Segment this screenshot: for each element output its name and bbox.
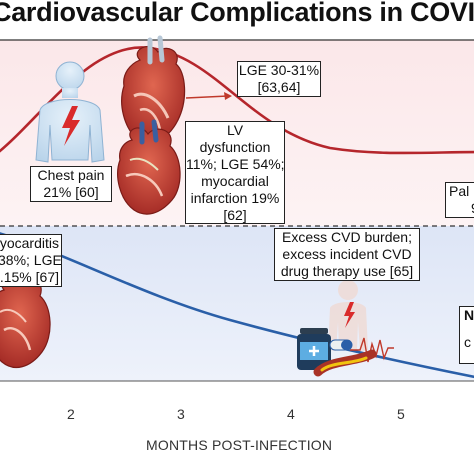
- cvd-burden-box: Excess CVD burden; excess incident CVD d…: [274, 228, 420, 281]
- right-box-line: c: [464, 334, 471, 350]
- lightning-bolt-icon: [62, 106, 80, 146]
- chest-pain-box-line: 21% [60]: [43, 184, 99, 200]
- arrow-head: [224, 92, 232, 100]
- lge-box-line: [63,64]: [257, 79, 301, 95]
- lv-box-line: 11%; LGE 54%;: [186, 156, 285, 172]
- myocarditis-box-line: 38%; LGE: [0, 252, 62, 268]
- lge-box-line: LGE 30-31%: [238, 62, 320, 78]
- human-figure-icon: [328, 280, 368, 351]
- pal-box: Pal 9: [445, 182, 474, 218]
- lge-box: LGE 30-31% [63,64]: [237, 61, 321, 97]
- lv-box-line: LV: [226, 122, 244, 138]
- x-axis-label: MONTHS POST-INFECTION: [146, 437, 333, 453]
- lv-box-line: dysfunction: [199, 139, 271, 155]
- medicine-bottle-icon: [297, 328, 331, 370]
- myocarditis-box-line: .15% [67]: [0, 269, 59, 285]
- chest-pain-box-line: Chest pain: [37, 167, 105, 183]
- x-tick: 2: [67, 406, 75, 422]
- bottom-curve: [0, 232, 474, 379]
- cvd-box-line: drug therapy use [65]: [280, 263, 414, 279]
- heart-icon: [117, 119, 181, 215]
- chest-pain-box: Chest pain 21% [60]: [30, 166, 112, 202]
- cvd-box-line: Excess CVD burden;: [282, 229, 412, 245]
- lv-dysfunction-box: LV dysfunction 11%; LGE 54%; myocardial …: [185, 121, 285, 224]
- pill-icon: [329, 339, 353, 351]
- lv-box-line: myocardial: [201, 173, 269, 189]
- pal-box-line: 9: [449, 200, 474, 217]
- lv-box-line: infarction 19%: [190, 190, 280, 206]
- myocarditis-box: yocarditis 38%; LGE .15% [67]: [0, 234, 62, 287]
- lv-box-line: [62]: [223, 207, 247, 223]
- right-box-line: N: [464, 307, 474, 323]
- x-tick: 4: [287, 406, 295, 422]
- figure-title: Cardiovascular Complications in COVID-1: [0, 0, 474, 27]
- heart-icon: [121, 35, 186, 144]
- arrow-line: [185, 95, 229, 99]
- pal-box-line: Pal: [449, 183, 470, 199]
- x-tick: 3: [177, 406, 185, 422]
- x-tick: 5: [397, 406, 405, 422]
- artery-icon: [313, 349, 377, 377]
- myocarditis-box-line: yocarditis: [0, 235, 59, 251]
- lightning-bolt-icon: [344, 302, 355, 328]
- cvd-box-line: excess incident CVD: [282, 246, 412, 262]
- right-clipped-box: N c: [459, 306, 474, 364]
